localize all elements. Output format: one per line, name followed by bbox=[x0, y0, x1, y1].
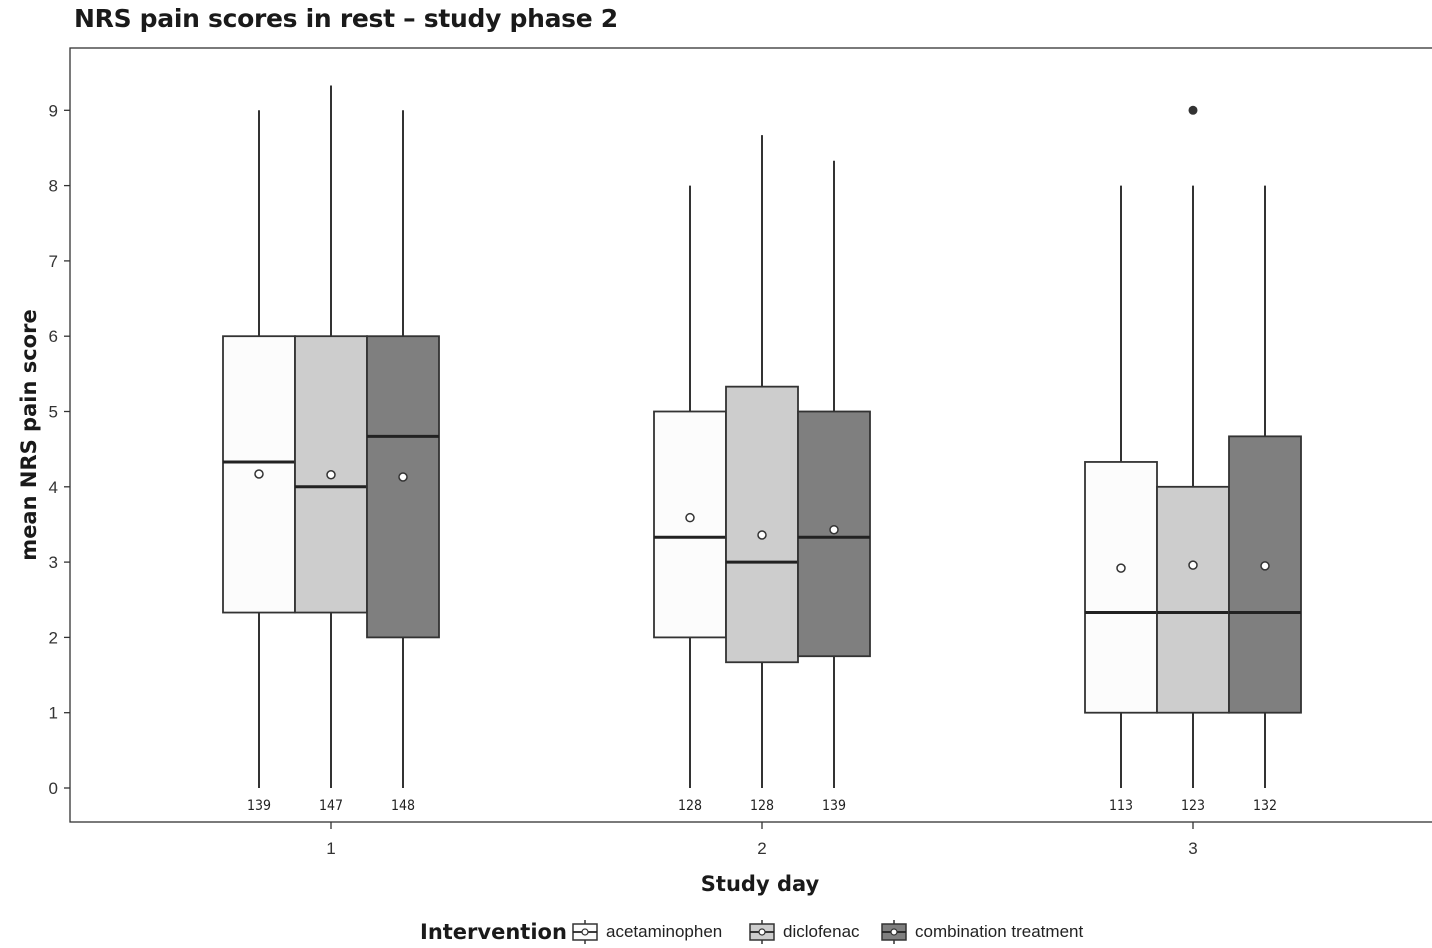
y-tick-label: 7 bbox=[49, 252, 58, 271]
legend-item-combination-treatment: combination treatment bbox=[881, 920, 1083, 944]
n-label: 123 bbox=[1181, 798, 1205, 814]
box-acetaminophen-day-2: 128 bbox=[653, 185, 727, 814]
mean-marker bbox=[1116, 563, 1126, 573]
box-combination-treatment-day-2: 139 bbox=[797, 160, 871, 814]
y-tick-label: 1 bbox=[49, 704, 58, 723]
y-tick-label: 6 bbox=[49, 327, 58, 346]
box-iqr bbox=[1156, 485, 1230, 714]
plot-panel-border bbox=[69, 47, 1432, 823]
legend-key-mean bbox=[890, 928, 898, 936]
n-label: 139 bbox=[822, 798, 846, 814]
y-axis: 0 1 2 3 4 5 6 7 8 9 bbox=[49, 101, 70, 798]
mean-marker bbox=[398, 472, 408, 482]
box-acetaminophen-day-3: 113 bbox=[1084, 185, 1158, 814]
y-tick-label: 2 bbox=[49, 628, 58, 647]
mean-marker bbox=[1188, 560, 1198, 570]
mean-marker bbox=[685, 512, 695, 523]
mean-marker bbox=[1260, 561, 1270, 571]
box-iqr bbox=[653, 410, 727, 639]
box-iqr bbox=[1228, 435, 1302, 714]
n-label: 147 bbox=[319, 798, 343, 814]
x-tick-label: 3 bbox=[1188, 839, 1197, 858]
boxes-layer: 139 128 113 147 128 123 148 139 132 bbox=[222, 85, 1302, 814]
box-diclofenac-day-3: 123 bbox=[1156, 105, 1230, 814]
mean-marker bbox=[326, 470, 336, 480]
legend-label: combination treatment bbox=[915, 922, 1083, 941]
n-label: 132 bbox=[1253, 798, 1277, 814]
y-tick-label: 9 bbox=[49, 101, 58, 120]
chart-title: NRS pain scores in rest – study phase 2 bbox=[74, 4, 618, 33]
y-axis-label: mean NRS pain score bbox=[17, 309, 41, 560]
mean-marker bbox=[757, 530, 767, 540]
box-diclofenac-day-2: 128 bbox=[725, 135, 799, 814]
legend-item-diclofenac: diclofenac bbox=[749, 920, 860, 944]
legend-key-mean bbox=[758, 928, 766, 936]
x-axis: 1 2 3 bbox=[326, 822, 1198, 858]
legend-label: acetaminophen bbox=[606, 922, 722, 941]
n-label: 113 bbox=[1109, 798, 1133, 814]
y-tick-label: 0 bbox=[49, 779, 58, 798]
box-combination-treatment-day-3: 132 bbox=[1228, 185, 1302, 814]
n-label: 128 bbox=[678, 798, 702, 814]
legend-title: Intervention bbox=[420, 920, 567, 944]
y-tick-label: 5 bbox=[49, 403, 58, 422]
y-tick-label: 3 bbox=[49, 553, 58, 572]
n-label: 128 bbox=[750, 798, 774, 814]
legend-item-acetaminophen: acetaminophen bbox=[572, 920, 722, 944]
x-axis-label: Study day bbox=[701, 872, 820, 896]
legend: Intervention acetaminophen diclofenac combi… bbox=[420, 920, 1083, 944]
y-tick-label: 4 bbox=[49, 478, 58, 497]
legend-key-mean bbox=[581, 928, 589, 936]
x-tick-label: 1 bbox=[326, 839, 335, 858]
y-tick-label: 8 bbox=[49, 177, 58, 196]
n-label: 148 bbox=[391, 798, 415, 814]
outlier-point bbox=[1188, 105, 1198, 115]
box-diclofenac-day-1: 147 bbox=[294, 85, 368, 814]
legend-label: diclofenac bbox=[783, 922, 860, 941]
box-combination-treatment-day-1: 148 bbox=[366, 110, 440, 814]
box-iqr bbox=[725, 385, 799, 664]
mean-marker bbox=[829, 524, 839, 535]
n-label: 139 bbox=[247, 798, 271, 814]
box-iqr bbox=[1084, 461, 1158, 714]
x-tick-label: 2 bbox=[757, 839, 766, 858]
box-acetaminophen-day-1: 139 bbox=[222, 110, 296, 814]
mean-marker bbox=[254, 469, 264, 479]
box-iqr bbox=[366, 335, 440, 639]
